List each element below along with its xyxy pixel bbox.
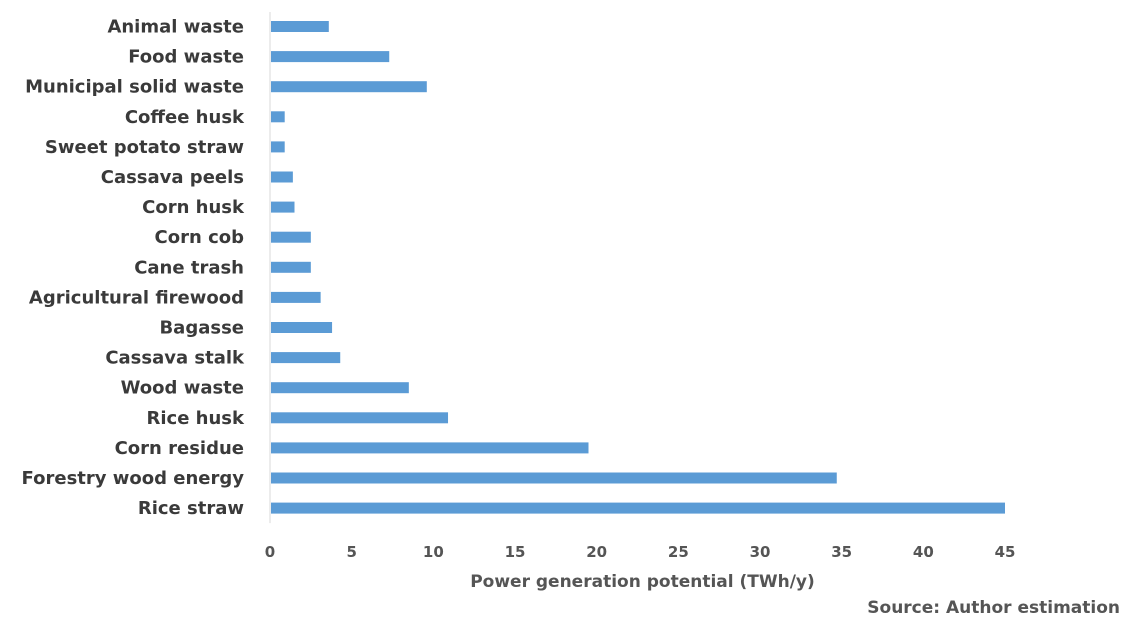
bar-corn-residue — [271, 442, 589, 454]
bar-rice-straw — [271, 502, 1005, 514]
x-tick-label: 40 — [913, 543, 934, 561]
x-tick-label: 15 — [505, 543, 526, 561]
category-label: Coffee husk — [125, 107, 245, 128]
category-label: Cassava stalk — [105, 348, 245, 369]
source-note: Source: Author estimation — [867, 598, 1120, 618]
bar-forestry-wood-energy — [271, 472, 837, 484]
category-label: Rice straw — [138, 498, 244, 519]
bars-group — [271, 21, 1005, 514]
bar-rice-husk — [271, 412, 449, 424]
category-label: Bagasse — [159, 318, 244, 339]
category-label: Corn residue — [115, 438, 244, 459]
bar-corn-cob — [271, 231, 311, 243]
bar-cassava-peels — [271, 171, 293, 183]
category-labels: Animal waste Food waste Municipal solid wa… — [22, 17, 245, 520]
bar-bagasse — [271, 322, 333, 333]
bar-coffee-husk — [271, 111, 285, 123]
category-label: Corn cob — [155, 227, 245, 248]
x-tick-labels: 0 5 10 15 20 25 30 35 40 45 — [265, 543, 1016, 561]
category-label: Rice husk — [147, 408, 246, 429]
bar-cane-trash — [271, 261, 311, 273]
category-label: Animal waste — [107, 17, 244, 38]
category-label: Wood waste — [121, 378, 244, 399]
category-label: Corn husk — [142, 197, 245, 218]
category-label: Food waste — [128, 47, 244, 68]
x-tick-label: 0 — [265, 543, 275, 561]
category-label: Municipal solid waste — [25, 77, 244, 98]
category-label: Cassava peels — [101, 167, 244, 188]
bar-cassava-stalk — [271, 352, 341, 364]
bar-corn-husk — [271, 201, 295, 213]
x-tick-label: 45 — [995, 543, 1016, 561]
bar-food-waste — [271, 51, 390, 63]
category-label: Forestry wood energy — [22, 468, 245, 489]
x-tick-label: 10 — [423, 543, 444, 561]
category-label: Cane trash — [134, 257, 244, 278]
category-label: Agricultural firewood — [29, 287, 244, 308]
x-axis-title: Power generation potential (TWh/y) — [470, 572, 815, 592]
bar-wood-waste — [271, 382, 409, 394]
x-tick-label: 25 — [668, 543, 689, 561]
bar-municipal-solid-waste — [271, 81, 427, 93]
bar-agricultural-firewood — [271, 291, 321, 303]
x-tick-label: 30 — [750, 543, 771, 561]
bar-animal-waste — [271, 21, 329, 32]
x-tick-label: 20 — [586, 543, 607, 561]
x-tick-label: 35 — [831, 543, 852, 561]
x-tick-label: 5 — [346, 543, 356, 561]
category-label: Sweet potato straw — [45, 137, 244, 158]
bar-sweet-potato-straw — [271, 141, 285, 153]
